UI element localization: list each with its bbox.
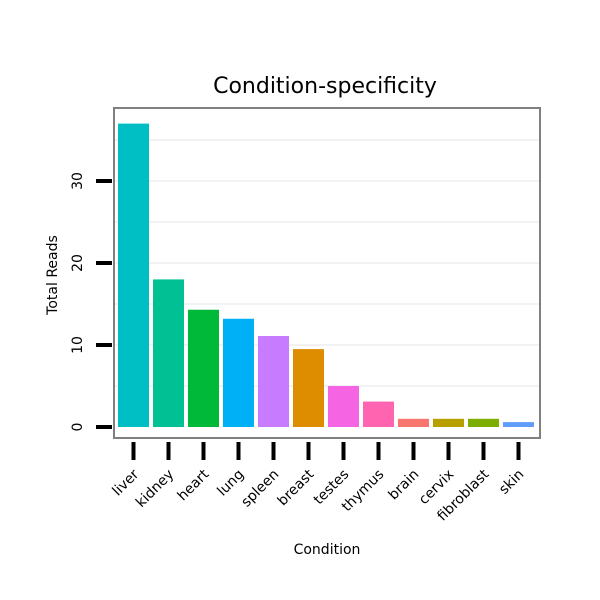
x-tick-label-kidney: kidney [133, 467, 177, 511]
y-axis: 0 10 20 30 [70, 172, 112, 431]
grid-lines [115, 139, 539, 387]
bar-lung [223, 318, 254, 427]
x-tick-label-breast: breast [275, 466, 318, 509]
bar-kidney [153, 279, 184, 427]
x-axis-label: Condition [294, 542, 361, 558]
y-axis-label: Total Reads [45, 235, 61, 316]
x-tick-label-spleen: spleen [238, 467, 282, 511]
y-tick-label: 0 [70, 423, 86, 432]
x-tick-label-heart: heart [175, 466, 213, 504]
plot-frame [113, 107, 541, 439]
y-tick-label: 30 [70, 172, 86, 190]
bar-thymus [363, 401, 394, 427]
bar-brain [398, 418, 429, 427]
bar-heart [188, 309, 219, 427]
bar-liver [118, 123, 149, 427]
x-tick-label-skin: skin [496, 467, 527, 498]
y-tick-label: 20 [70, 254, 86, 272]
bar-spleen [258, 335, 289, 427]
bar-skin [503, 422, 534, 427]
y-tick-label: 10 [70, 336, 86, 354]
bars [118, 123, 534, 427]
bar-testes [328, 386, 359, 427]
bar-breast [293, 349, 324, 427]
chart-title: Condition-specificity [213, 74, 437, 99]
bar-fibroblast [468, 418, 499, 427]
bar-cervix [433, 418, 464, 427]
